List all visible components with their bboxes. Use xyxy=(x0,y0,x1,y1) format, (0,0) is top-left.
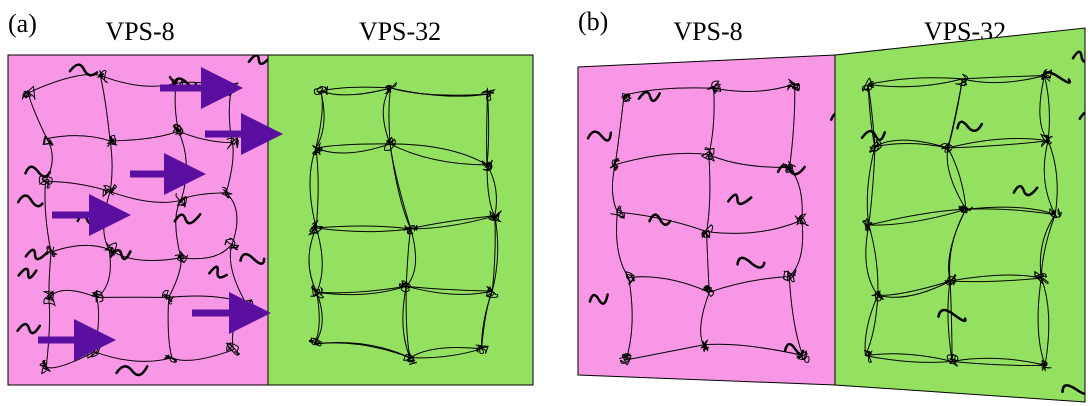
region-label: VPS-8 xyxy=(105,17,174,46)
region-vps8 xyxy=(8,55,268,385)
diagram: (a) VPS-8 VPS-32 (b) VPS-8 VPS-32 xyxy=(0,0,1088,406)
region-label: VPS-8 xyxy=(673,17,742,46)
region-label: VPS-32 xyxy=(359,17,441,46)
panel-label: (b) xyxy=(578,7,608,36)
panel-label: (a) xyxy=(8,9,37,38)
